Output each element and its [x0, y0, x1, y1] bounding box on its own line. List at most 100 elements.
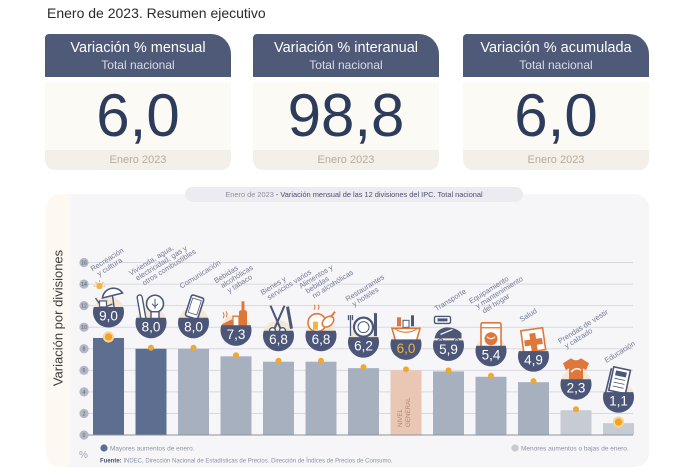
category-label-line: GENERAL [405, 397, 412, 427]
y-tick-label: 2 [83, 411, 86, 417]
y-tick-label: 12 [81, 304, 87, 310]
y-axis-ticks: 0 2 4 6 8 10 12 14 16 [79, 257, 89, 440]
icon-part [524, 332, 543, 352]
icon-part [150, 311, 160, 320]
y-tick-label: 4 [83, 390, 86, 396]
value-badge: 2,3 [560, 358, 592, 400]
icon-part [563, 358, 589, 383]
icon-part [440, 328, 453, 335]
icon-part [612, 377, 626, 389]
badge-fill [93, 306, 124, 328]
source-label: Fuente: [100, 459, 122, 465]
chart-title-separator: - [273, 190, 281, 199]
card-header: Variación % acumulada Total nacional [463, 34, 649, 77]
value-badge: 4,9 [518, 326, 549, 372]
y-tick-marker [79, 408, 89, 419]
legend-swatch [100, 444, 108, 452]
value-badge: 8,0 [178, 294, 209, 339]
value-label: 9,0 [99, 308, 118, 323]
card-monthly-variation: Variación % mensual Total nacional 6,0 E… [45, 34, 231, 170]
bar-dot [488, 372, 494, 379]
value-badge: 5,9 [432, 315, 464, 361]
icon-part [151, 298, 159, 309]
y-tick-marker [79, 257, 89, 268]
bar [93, 337, 124, 435]
card-title: Variación % acumulada [480, 40, 632, 56]
badge-fill [178, 317, 209, 339]
bars [93, 337, 634, 435]
card-subtitle: Total nacional [519, 58, 593, 72]
value-label: 6,0 [397, 341, 416, 356]
bar-dot [445, 367, 452, 374]
bar-dot [148, 344, 154, 351]
bar-dot [190, 344, 197, 351]
icon-part [241, 301, 245, 312]
bar [305, 361, 337, 435]
y-tick-label: 10 [81, 325, 87, 331]
y-tick-marker [79, 279, 89, 289]
icon-part [222, 311, 228, 319]
y-tick-label: 6 [83, 368, 86, 374]
washing-machine-icon [480, 321, 502, 350]
bar [178, 348, 209, 435]
icon-part [98, 300, 108, 308]
highlight-dot [104, 333, 113, 341]
y-tick-label: 14 [81, 282, 87, 288]
icon-part [96, 282, 103, 290]
bar [135, 348, 167, 435]
card-header: Variación % mensual Total nacional [45, 34, 231, 77]
plate-cutlery-icon [347, 313, 377, 338]
value-label: 8,0 [184, 319, 203, 334]
legend: Mayores aumentos de enero. Menores aument… [100, 444, 629, 452]
category-label-nivel-general: NIVEL GENERAL [397, 397, 412, 427]
value-label: 6,8 [312, 332, 331, 347]
bar-dot [318, 357, 324, 364]
icon-part [313, 321, 318, 330]
card-yearly-variation: Variación % interanual Total nacional 98… [253, 34, 439, 170]
badge-fill [475, 345, 507, 367]
icon-part [184, 294, 205, 320]
value-label: 6,2 [354, 339, 373, 354]
legend-label: Menores aumentos o bajas de enero. [521, 445, 629, 452]
value-label: 8,0 [142, 319, 161, 334]
icon-part [486, 336, 496, 340]
bar [603, 423, 634, 435]
category-label-line: NIVEL [397, 409, 404, 427]
icon-part [357, 321, 370, 334]
card-title: Variación % interanual [273, 40, 418, 56]
icon-part [402, 319, 410, 328]
value-badge: 5,4 [475, 321, 507, 367]
badge-fill [135, 317, 167, 339]
icon-part [286, 306, 293, 329]
badge-fill [305, 330, 337, 352]
value-badge: 8,0 [135, 294, 167, 339]
icon-part [437, 318, 448, 322]
y-tick-marker [79, 322, 89, 332]
y-tick-marker [79, 430, 89, 440]
y-tick-marker [79, 387, 89, 397]
highlight-dot [614, 418, 623, 426]
bar [390, 370, 422, 435]
y-unit-label: % [79, 450, 88, 461]
icon-part [393, 327, 419, 333]
value-badge: 7,3 [220, 301, 252, 346]
value-badge: 1,1 [602, 365, 634, 413]
icon-part [330, 311, 336, 318]
category-label-line: Educación [603, 339, 637, 365]
icon-part [313, 304, 320, 310]
chart-title: Enero de 2023 - Variación mensual de las… [185, 187, 523, 202]
lightbulb-icon [136, 294, 165, 322]
value-label: 6,8 [269, 332, 288, 347]
card-subtitle: Total nacional [309, 58, 383, 72]
icon-part [615, 370, 627, 378]
value-label: 5,9 [439, 342, 458, 357]
category-label-line: Transporte [433, 287, 468, 313]
badge-fill [220, 325, 252, 346]
icon-part [269, 305, 286, 330]
card-subtitle: Total nacional [101, 58, 175, 72]
value-badge: 6,8 [305, 304, 337, 352]
value-label: 4,9 [524, 353, 543, 368]
bar-dot [275, 357, 282, 364]
